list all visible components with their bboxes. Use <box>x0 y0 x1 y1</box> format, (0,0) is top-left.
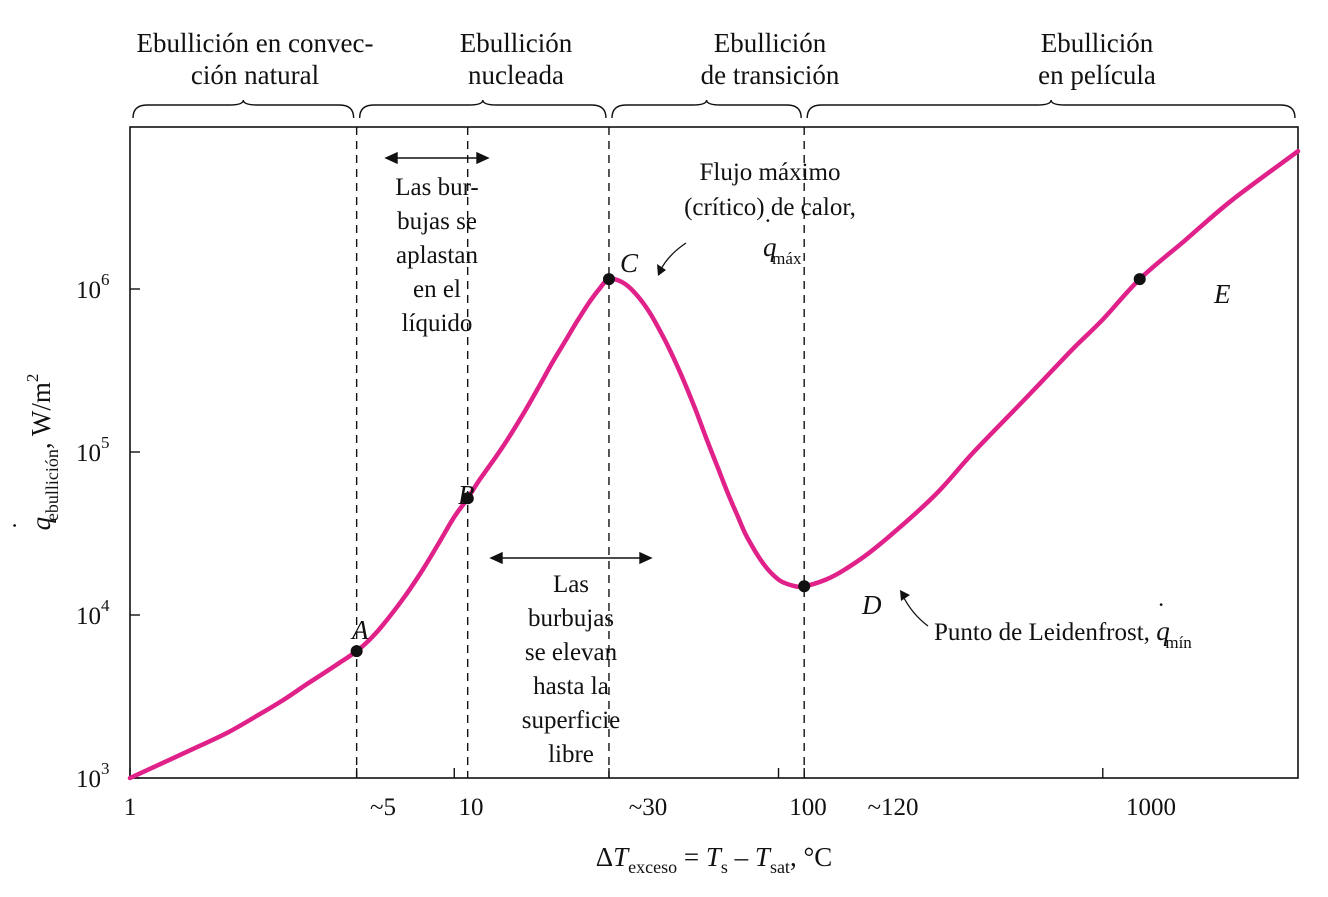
rise-width-arrow <box>489 551 653 565</box>
point-e-label: E <box>1213 279 1231 309</box>
max-flux-leader <box>659 242 687 272</box>
y-tick-label-10000: 104 <box>76 596 110 630</box>
region-4-line-1: Ebullición <box>1041 28 1154 58</box>
point-c-label: C <box>620 248 639 278</box>
point-a-label: A <box>350 615 369 645</box>
point-a-marker <box>350 645 363 658</box>
x-tick-label-10: 10 <box>459 794 484 821</box>
y-axis-title: q˙ebullición, W/m2 <box>8 374 62 531</box>
flatten-width-arrow <box>384 151 490 165</box>
y-tick-label-1000000: 106 <box>76 270 110 304</box>
region-brace-1 <box>132 99 355 119</box>
leidenfrost-label: Punto de Leidenfrost, q˙mín <box>934 598 1192 652</box>
leidenfrost-arrowhead <box>900 590 910 601</box>
x-tick-label-5: ~5 <box>370 794 396 821</box>
region-brace-2 <box>358 99 607 119</box>
region-2-line-1: Ebullición <box>460 28 573 58</box>
x-tick-label-120: ~120 <box>867 794 918 821</box>
x-tick-label-1: 1 <box>124 794 137 821</box>
flatten-note-line-2: bujas se <box>397 208 477 235</box>
rise-note-line-5: superficie <box>522 707 621 734</box>
max-flux-line-2: (crítico) de calor, <box>684 194 856 221</box>
max-flux-symbol: q˙máx <box>763 214 802 268</box>
rise-note-line-6: libre <box>548 741 594 768</box>
key-points <box>350 273 1146 658</box>
boiling-curve <box>127 148 1301 781</box>
region-1-line-2: ción natural <box>191 60 319 90</box>
x-tick-label-100: 100 <box>789 794 827 821</box>
y-tick-label-1000: 103 <box>76 759 110 793</box>
region-3-line-1: Ebullición <box>714 28 827 58</box>
region-1-line-1: Ebullición en convec- <box>137 28 374 58</box>
y-tick-label-100000: 105 <box>76 433 110 467</box>
leidenfrost-leader <box>902 595 929 627</box>
region-2-line-2: nucleada <box>468 60 564 90</box>
point-e-marker <box>1133 273 1146 286</box>
flatten-note-line-1: Las bur- <box>395 174 479 201</box>
flatten-note-line-5: líquido <box>402 310 473 337</box>
region-brace-4 <box>806 99 1296 119</box>
point-b-label: B <box>458 480 475 510</box>
flatten-note-line-4: en el <box>413 276 461 303</box>
point-c-marker <box>602 273 615 286</box>
x-tick-label-30: ~30 <box>629 794 668 821</box>
region-braces <box>132 99 1296 119</box>
region-3-line-2: de transición <box>701 60 840 90</box>
x-axis-title: ΔTexceso = Ts – Tsat, °C <box>596 842 833 877</box>
max-flux-line-1: Flujo máximo <box>700 159 841 186</box>
dashed-boundaries <box>355 127 805 778</box>
region-brace-3 <box>611 99 802 119</box>
boiling-curve-line-1 <box>127 148 1301 781</box>
rise-note-line-3: se elevan <box>525 639 618 666</box>
x-tick-label-1000: 1000 <box>1126 794 1176 821</box>
rise-note-line-1: Las <box>553 571 589 598</box>
point-d-marker <box>798 580 811 593</box>
max-flux-arrowhead <box>657 264 666 276</box>
point-b-marker <box>461 492 474 505</box>
point-d-label: D <box>861 590 882 620</box>
flatten-note-line-3: aplastan <box>396 242 478 269</box>
rise-note-line-4: hasta la <box>533 673 609 700</box>
rise-note-line-2: burbujas <box>528 605 614 632</box>
region-4-line-2: en película <box>1038 60 1156 90</box>
